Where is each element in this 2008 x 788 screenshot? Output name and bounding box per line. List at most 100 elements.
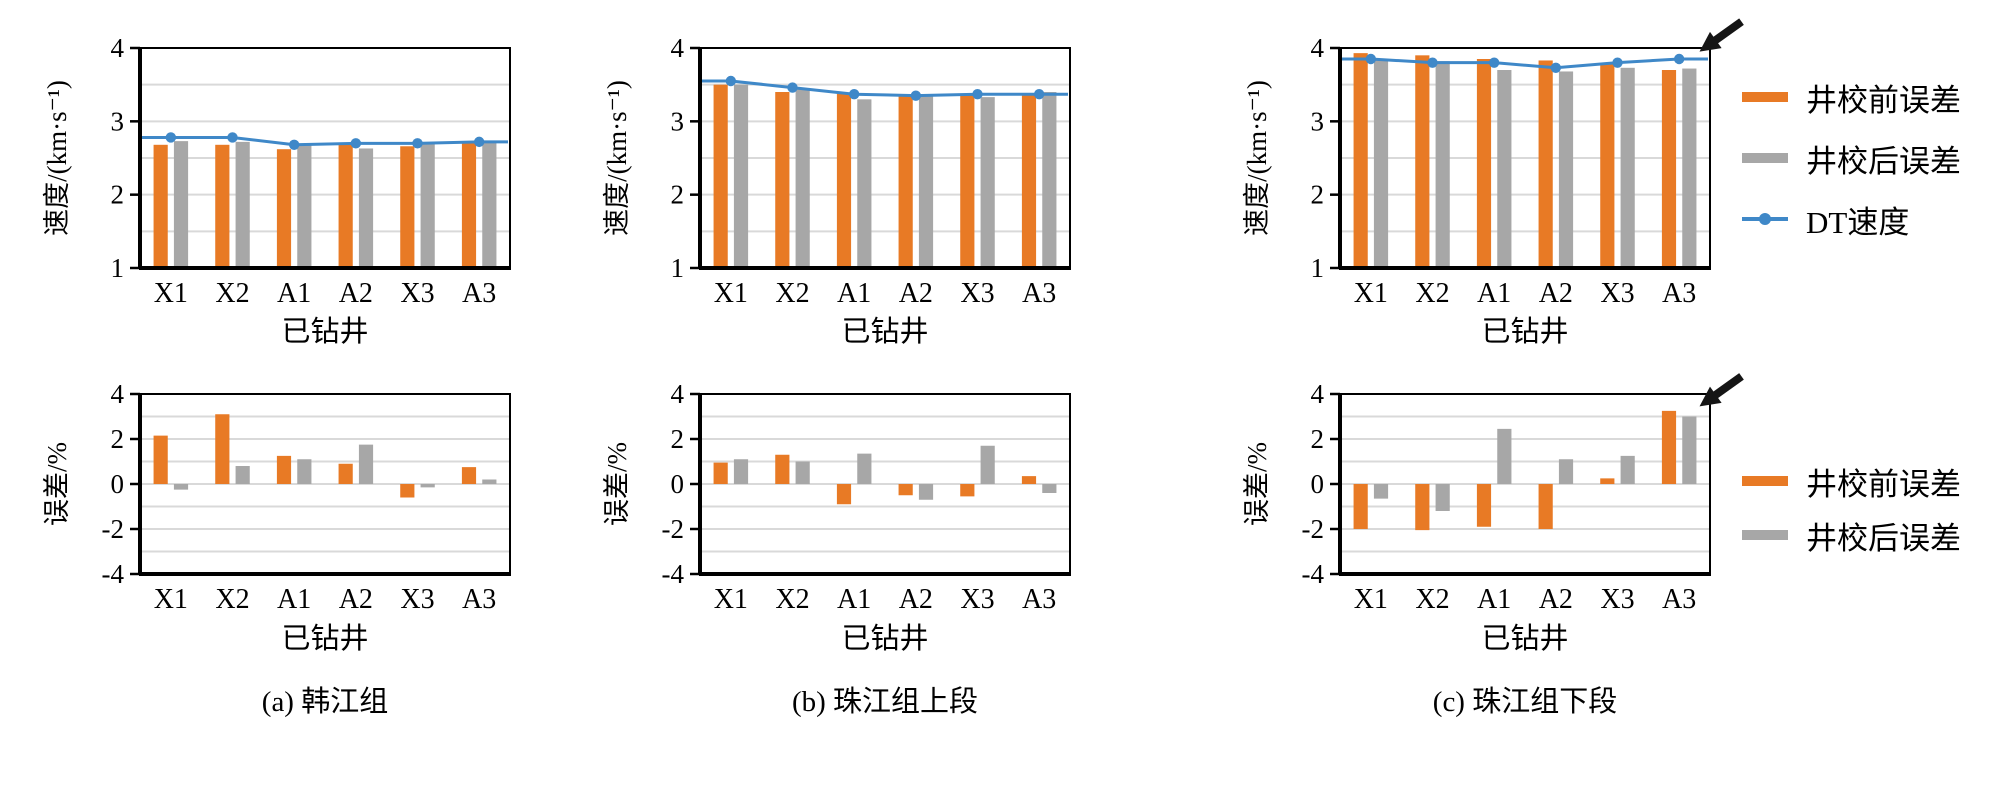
x-tick-label: A1: [837, 584, 871, 615]
x-tick-label: X1: [154, 278, 188, 309]
post-error-swatch-icon: [1742, 153, 1788, 163]
dt-velocity-marker: [165, 132, 177, 143]
bar-post-error: [1620, 67, 1635, 268]
y-tick-label: 4: [671, 33, 685, 63]
bar-pre-error: [1538, 60, 1553, 268]
y-tick-label: -4: [1302, 559, 1325, 589]
y-axis-title: 速度/(km·s⁻¹): [602, 80, 632, 236]
bar-pre-error: [713, 462, 728, 484]
x-tick-label: X1: [1354, 584, 1388, 615]
bar-post-error: [980, 445, 995, 484]
bar-post-error: [358, 444, 374, 484]
dt-velocity-marker: [350, 138, 362, 149]
dt-velocity-line: [1342, 57, 1708, 70]
y-tick-label: 0: [671, 469, 685, 499]
dt-velocity-marker: [1673, 53, 1685, 65]
bar-post-error: [1682, 416, 1697, 484]
bar-pre-error: [338, 463, 353, 484]
x-tick-label: X3: [1600, 278, 1634, 309]
legend-item-post-error: 井校后误差: [1742, 139, 1961, 179]
bar-post-error: [297, 145, 312, 268]
x-tick-label: A1: [277, 278, 311, 309]
bar-post-error: [857, 453, 872, 484]
bar-post-error: [173, 141, 189, 268]
y-tick-label: 1: [1311, 253, 1325, 283]
bar-post-error: [235, 466, 250, 484]
legend-label: DT速度: [1806, 204, 1910, 240]
dt-velocity-marker: [473, 136, 485, 148]
bar-post-error: [857, 99, 872, 268]
x-tick-label: X1: [714, 278, 748, 309]
x-tick-label: A3: [1022, 584, 1056, 615]
dt-velocity-marker: [1365, 53, 1377, 65]
bar-post-error: [733, 459, 749, 484]
bar-pre-error: [1661, 410, 1677, 484]
x-axis-title: 已钻井: [281, 315, 368, 348]
bar-post-error: [297, 459, 312, 484]
chart-error-zhujiang-upper: -4 -2 0 2 4 X1 X2 A1 A2 X3 A3 已钻井 误差/%: [600, 352, 1115, 655]
bar-pre-error: [775, 92, 790, 268]
y-axis-title: 误差/%: [42, 442, 72, 526]
bar-post-error: [420, 143, 435, 268]
bar-pre-error: [836, 484, 852, 505]
x-tick-label: A2: [899, 584, 933, 615]
x-tick-label: A2: [1539, 278, 1573, 309]
dt-velocity-marker: [725, 75, 737, 87]
bar-post-error: [358, 148, 374, 268]
y-axis-title: 速度/(km·s⁻¹): [42, 80, 72, 236]
bar-post-error: [235, 141, 250, 268]
y-tick-label: 3: [671, 106, 685, 136]
bar-post-error: [173, 484, 189, 490]
bar-pre-error: [215, 144, 230, 268]
x-tick-label: X3: [960, 584, 994, 615]
x-axis-title: 已钻井: [1481, 315, 1568, 348]
legend-error-charts: 井校前误差 井校后误差: [1742, 462, 1961, 556]
legend-label: 井校后误差: [1806, 143, 1961, 179]
bar-pre-error: [1600, 64, 1615, 268]
y-tick-label: 1: [111, 253, 125, 283]
bar-post-error: [1373, 484, 1389, 499]
dt-velocity-marker: [412, 138, 423, 149]
bar-post-error: [733, 84, 749, 269]
legend-item-dt-velocity: DT速度: [1742, 200, 1961, 240]
dt-velocity-marker: [1427, 57, 1438, 68]
bar-pre-error: [1415, 55, 1430, 269]
bar-pre-error: [1476, 484, 1492, 527]
x-tick-label: A1: [1477, 584, 1511, 615]
caption-a: (a) 韩江组: [261, 686, 389, 718]
x-tick-label: X3: [1600, 584, 1634, 615]
y-tick-label: 4: [1311, 33, 1325, 63]
bar-post-error: [1435, 61, 1450, 269]
y-tick-label: -2: [1302, 514, 1325, 544]
annotation-arrow-head: [1699, 386, 1722, 407]
bar-post-error: [795, 88, 810, 268]
chart-svg-error-b: -4 -2 0 2 4 X1 X2 A1 A2 X3 A3 已钻井 误差/%: [602, 379, 1071, 655]
dt-velocity-marker: [1612, 57, 1623, 68]
bar-pre-error: [960, 94, 975, 268]
legend-item-pre-error: 井校前误差: [1742, 462, 1961, 502]
bar-pre-error: [898, 96, 913, 269]
x-tick-label: X2: [775, 278, 809, 309]
y-tick-label: 3: [111, 106, 125, 136]
x-tick-label: X1: [1354, 278, 1388, 309]
x-tick-label: A2: [339, 278, 373, 309]
x-tick-label: A2: [339, 584, 373, 615]
x-axis-title: 已钻井: [1481, 622, 1568, 655]
y-tick-label: 2: [671, 424, 685, 454]
bar-pre-error: [338, 144, 353, 268]
bar-pre-error: [713, 84, 728, 269]
y-tick-label: -2: [102, 514, 125, 544]
x-tick-label: X2: [775, 584, 809, 615]
bar-pre-error: [1538, 484, 1553, 529]
annotation-arrow-head: [1699, 31, 1722, 52]
y-tick-label: 2: [111, 180, 125, 210]
x-tick-label: X2: [1415, 278, 1449, 309]
bar-pre-error: [215, 414, 230, 484]
dt-velocity-marker: [227, 132, 238, 143]
annotation-arrow-shaft: [1708, 373, 1744, 402]
bar-pre-error: [153, 435, 168, 484]
bar-pre-error: [1476, 59, 1492, 268]
bar-post-error: [1682, 68, 1697, 269]
bar-pre-error: [1600, 478, 1615, 484]
